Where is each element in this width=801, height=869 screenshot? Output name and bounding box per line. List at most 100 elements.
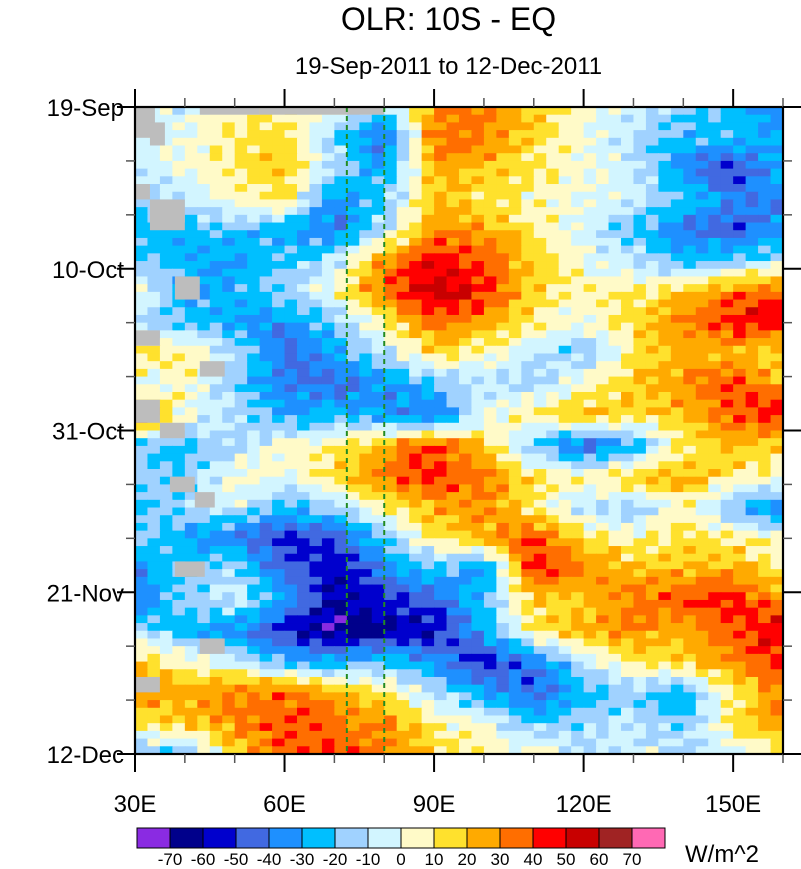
- heatmap-cell: [483, 476, 497, 486]
- heatmap-cell: [758, 700, 772, 709]
- heatmap-cell: [496, 561, 510, 570]
- heatmap-cell: [421, 669, 435, 678]
- heatmap-cell: [272, 484, 286, 493]
- heatmap-cell: [483, 384, 497, 393]
- heatmap-cell: [670, 184, 684, 193]
- heatmap-cell: [770, 191, 783, 201]
- heatmap-cell: [733, 384, 747, 393]
- heatmap-cell: [309, 723, 323, 732]
- heatmap-cell: [446, 284, 460, 293]
- heatmap-cell: [247, 184, 261, 193]
- heatmap-cell: [708, 107, 722, 116]
- heatmap-cell: [409, 561, 423, 570]
- heatmap-cell: [197, 130, 211, 139]
- heatmap-cell: [658, 515, 672, 524]
- heatmap-cell: [334, 222, 348, 231]
- heatmap-cell: [471, 422, 485, 432]
- heatmap-cell: [309, 237, 323, 247]
- heatmap-cell: [608, 299, 622, 308]
- heatmap-cell: [633, 700, 647, 709]
- heatmap-cell: [284, 607, 298, 616]
- heatmap-cell: [284, 307, 298, 316]
- heatmap-cell: [434, 353, 448, 362]
- heatmap-cell: [733, 607, 747, 616]
- heatmap-cell: [284, 453, 298, 462]
- heatmap-cell: [708, 507, 722, 516]
- heatmap-cell: [683, 584, 697, 593]
- heatmap-cell: [259, 715, 273, 724]
- heatmap-cell: [571, 700, 585, 709]
- heatmap-cell: [321, 307, 335, 316]
- heatmap-cell: [558, 184, 572, 193]
- heatmap-cell: [284, 515, 298, 524]
- heatmap-cell: [396, 553, 410, 563]
- heatmap-cell: [297, 723, 311, 732]
- heatmap-cell: [346, 291, 360, 301]
- heatmap-cell: [197, 661, 211, 670]
- heatmap-cell: [733, 515, 747, 524]
- heatmap-cell: [459, 515, 473, 524]
- colorbar-swatch: [400, 827, 435, 849]
- heatmap-cell: [135, 615, 149, 624]
- heatmap-cell: [695, 207, 709, 216]
- heatmap-cell: [596, 723, 610, 732]
- heatmap-cell: [596, 530, 610, 539]
- heatmap-cell: [396, 615, 410, 624]
- heatmap-cell: [745, 353, 759, 362]
- heatmap-cell: [670, 584, 684, 593]
- heatmap-cell: [695, 168, 709, 177]
- heatmap-cell: [483, 623, 497, 632]
- heatmap-cell: [720, 661, 734, 670]
- heatmap-cell: [297, 546, 311, 555]
- heatmap-cell: [184, 676, 198, 686]
- heatmap-cell: [733, 615, 747, 624]
- heatmap-cell: [197, 137, 211, 147]
- heatmap-cell: [222, 222, 236, 231]
- heatmap-cell: [571, 314, 585, 324]
- heatmap-cell: [371, 592, 385, 601]
- heatmap-cell: [384, 130, 398, 139]
- heatmap-cell: [683, 407, 697, 416]
- heatmap-cell: [745, 391, 759, 401]
- heatmap-cell: [135, 507, 149, 516]
- heatmap-cell: [371, 599, 385, 609]
- heatmap-cell: [621, 176, 635, 185]
- heatmap-cell: [209, 484, 223, 493]
- heatmap-cell: [396, 245, 410, 254]
- heatmap-cell: [247, 253, 261, 262]
- heatmap-cell: [733, 137, 747, 147]
- heatmap-cell: [608, 445, 622, 455]
- heatmap-cell: [583, 330, 597, 339]
- heatmap-cell: [396, 530, 410, 539]
- heatmap-cell: [272, 615, 286, 624]
- heatmap-cell: [184, 268, 198, 278]
- heatmap-cell: [259, 615, 273, 624]
- heatmap-cell: [284, 546, 298, 555]
- heatmap-cell: [309, 700, 323, 709]
- heatmap-cell: [297, 453, 311, 462]
- heatmap-cell: [384, 230, 398, 239]
- heatmap-cell: [297, 114, 311, 123]
- heatmap-cell: [272, 253, 286, 262]
- heatmap-cell: [259, 638, 273, 647]
- heatmap-cell: [521, 461, 535, 470]
- heatmap-cell: [496, 530, 510, 539]
- heatmap-cell: [234, 515, 248, 524]
- heatmap-cell: [720, 145, 734, 154]
- heatmap-cell: [471, 184, 485, 193]
- heatmap-cell: [209, 546, 223, 555]
- heatmap-cell: [371, 615, 385, 624]
- heatmap-cell: [259, 569, 273, 578]
- heatmap-cell: [645, 330, 659, 339]
- missing-data-patch: [199, 638, 225, 654]
- heatmap-cell: [184, 160, 198, 170]
- heatmap-cell: [321, 114, 335, 123]
- heatmap-cell: [321, 376, 335, 385]
- heatmap-cell: [197, 391, 211, 401]
- heatmap-cell: [521, 546, 535, 555]
- heatmap-cell: [558, 700, 572, 709]
- heatmap-cell: [583, 438, 597, 447]
- heatmap-cell: [284, 145, 298, 154]
- heatmap-cell: [159, 723, 173, 732]
- y-tick-label: 12-Dec: [47, 742, 124, 769]
